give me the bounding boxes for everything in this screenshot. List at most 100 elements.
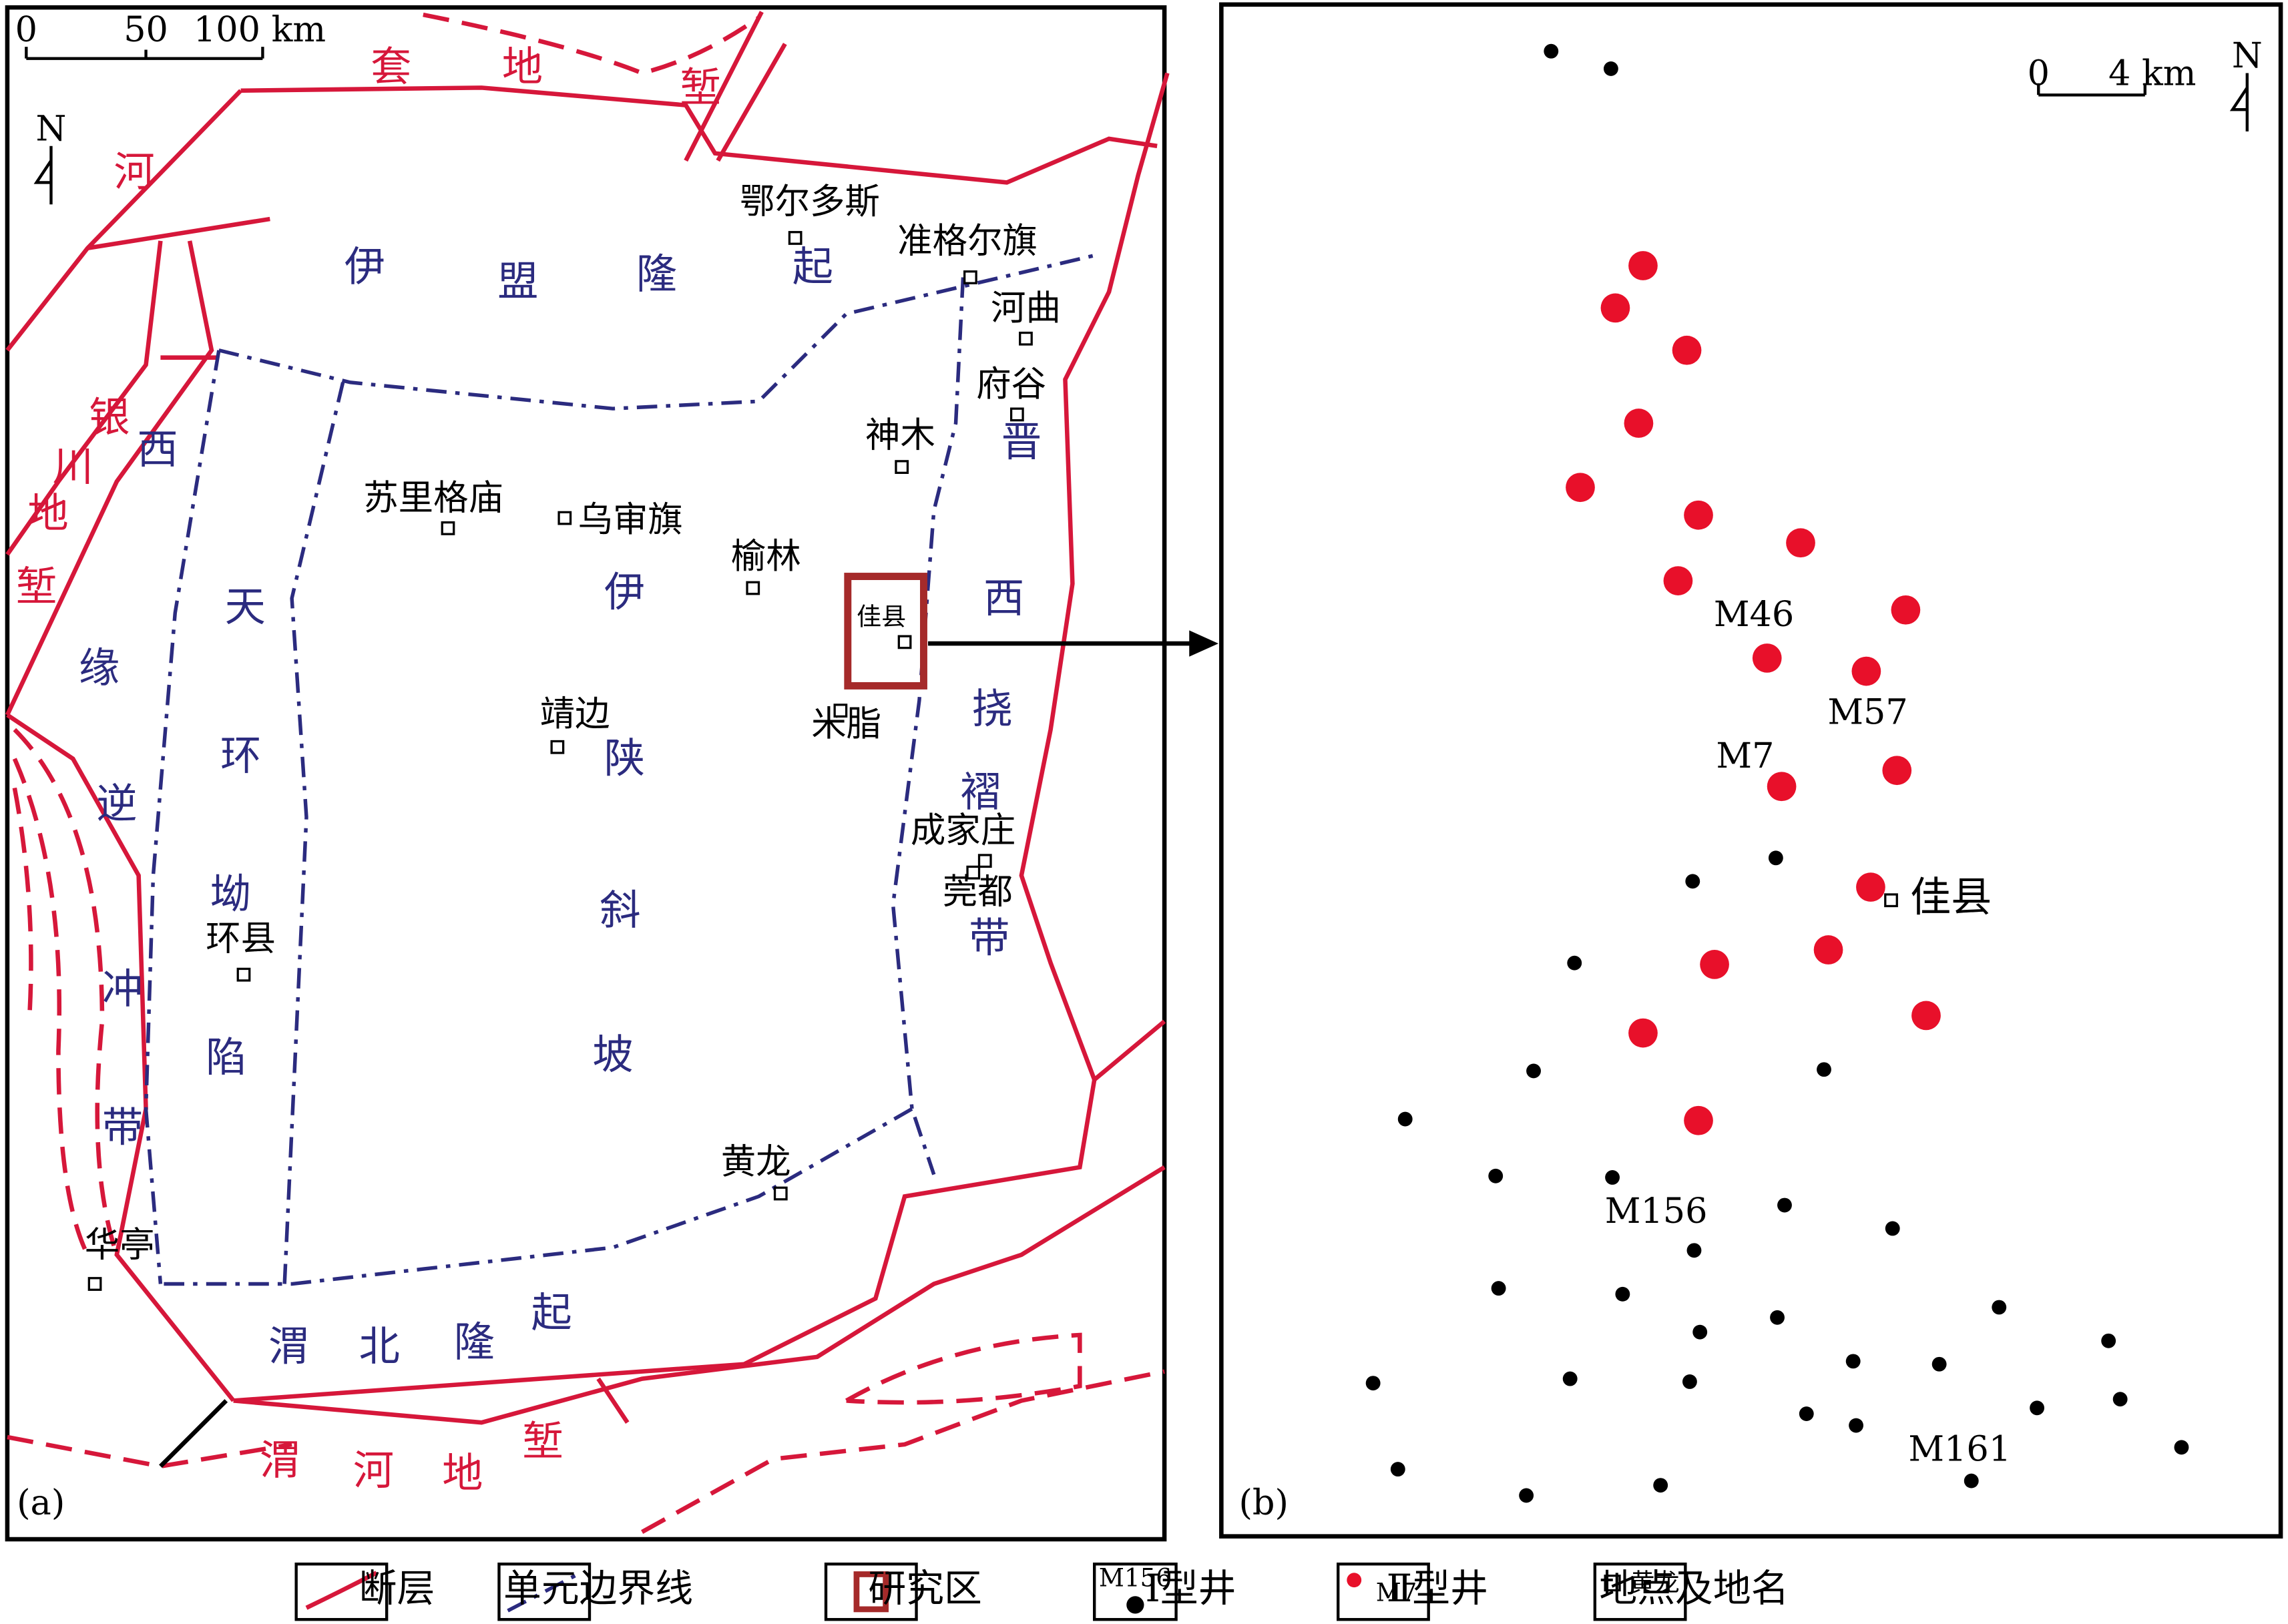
place-name: 神木 <box>865 415 935 455</box>
type1-well <box>1562 1371 1578 1386</box>
type1-well <box>1770 1310 1785 1325</box>
type1-well <box>1544 43 1559 59</box>
type1-well <box>1686 1243 1702 1258</box>
panel-b-frame <box>1219 2 2283 1539</box>
type2-well <box>1600 293 1630 323</box>
type1-well <box>1777 1197 1792 1213</box>
north-label: N <box>2232 35 2263 76</box>
place-marker <box>1019 331 1033 346</box>
type1-well <box>1365 1376 1381 1391</box>
unit-label: 坳 <box>210 870 251 918</box>
graben-label: 地 <box>442 1450 483 1497</box>
type1-well <box>1605 1170 1620 1185</box>
place-marker <box>966 865 981 880</box>
study-area-box <box>844 573 927 690</box>
type2-well <box>1663 566 1693 595</box>
unit-label: 晋 <box>1001 419 1042 466</box>
place-name: 成家庄 <box>911 810 1015 851</box>
type2-well <box>1684 500 1713 530</box>
scale-label: 100 km <box>194 9 326 50</box>
scale-label: 50 <box>124 9 168 50</box>
panel-label: (b) <box>1238 1482 1288 1523</box>
unit-label: 逆 <box>96 780 137 828</box>
type2-well <box>1786 528 1815 558</box>
type2-well <box>1628 251 1658 280</box>
place-name: 靖边 <box>540 694 610 734</box>
unit-label: 陷 <box>206 1034 246 1081</box>
place-marker <box>897 635 912 649</box>
type1-well <box>1817 1062 1831 1077</box>
unit-label: 环 <box>220 732 261 780</box>
type1-well <box>1603 61 1618 76</box>
scale-label: 4 km <box>2108 53 2197 93</box>
arrow-head <box>1189 630 1218 657</box>
type1-well <box>1390 1462 1405 1477</box>
unit-label: 北 <box>359 1323 400 1370</box>
unit-label: 带 <box>969 914 1009 962</box>
graben-label: 银 <box>89 394 130 441</box>
type1-well <box>1519 1488 1534 1503</box>
place-name: 榆林 <box>731 536 801 577</box>
unit-label: 起 <box>531 1290 572 1337</box>
type2-well <box>1767 772 1797 802</box>
type1-well <box>1653 1478 1668 1493</box>
type1-well <box>1685 874 1700 889</box>
type2-well <box>1566 473 1595 503</box>
graben-label: 渭 <box>260 1436 300 1484</box>
unit-label: 坡 <box>592 1031 633 1079</box>
unit-label: 伊 <box>604 569 645 616</box>
place-marker <box>977 854 992 868</box>
type2-well <box>1752 643 1782 673</box>
type2-well <box>1882 756 1912 786</box>
type2-well <box>1672 335 1702 365</box>
scale-label: 0 <box>2028 53 2050 93</box>
scale-bar-a <box>25 47 264 60</box>
type2-well <box>1891 595 1921 625</box>
legend-sample: M156 <box>1099 1564 1172 1593</box>
type2-well <box>1700 950 1729 979</box>
type1-well <box>1931 1356 1947 1372</box>
place-name: 环县 <box>206 918 276 959</box>
place-name: 黄龙 <box>721 1141 791 1182</box>
legend-label: 研究区 <box>868 1567 981 1611</box>
place-name: 鄂尔多斯 <box>740 182 880 222</box>
graben-label: 堑 <box>522 1418 563 1465</box>
type1-well <box>1849 1418 1863 1433</box>
legend-label: 断层 <box>359 1567 435 1611</box>
unit-label: 挠 <box>972 686 1013 733</box>
north-arrow-b <box>2229 73 2249 131</box>
place-marker <box>788 231 803 245</box>
type1-well <box>1526 1063 1541 1079</box>
place-name: 乌审旗 <box>578 499 683 540</box>
type2-well <box>1628 1018 1658 1048</box>
unit-label: 起 <box>792 244 833 291</box>
unit-boundaries <box>144 254 1095 1286</box>
type1-well <box>2101 1333 2116 1348</box>
unit-label: 缘 <box>79 645 120 692</box>
unit-label: 隆 <box>636 251 677 298</box>
place-name: 府谷 <box>976 364 1046 404</box>
graben-label: 地 <box>28 490 69 537</box>
type1-well <box>2030 1400 2045 1416</box>
well-label: M57 <box>1827 692 1907 733</box>
graben-label: 套 <box>371 43 411 91</box>
well-label: M156 <box>1605 1191 1708 1232</box>
graben-label: 河 <box>113 149 154 196</box>
type1-well <box>1885 1221 1900 1236</box>
type1-well <box>1692 1324 1708 1340</box>
unit-label: 褶 <box>960 768 1001 816</box>
place-marker <box>87 1277 102 1291</box>
well-label: M46 <box>1714 594 1794 635</box>
place-marker <box>557 511 572 525</box>
place-marker <box>833 704 848 718</box>
graben-label: 堑 <box>16 563 57 610</box>
unit-label: 伊 <box>345 244 385 291</box>
faults <box>5 11 1170 1534</box>
legend-label: 单元边界线 <box>503 1567 693 1611</box>
place-marker <box>1009 407 1024 422</box>
type1-well <box>1799 1406 1814 1421</box>
place-name: 河曲 <box>991 288 1061 328</box>
graben-label: 河 <box>353 1447 394 1495</box>
type1-well <box>1964 1473 1979 1488</box>
